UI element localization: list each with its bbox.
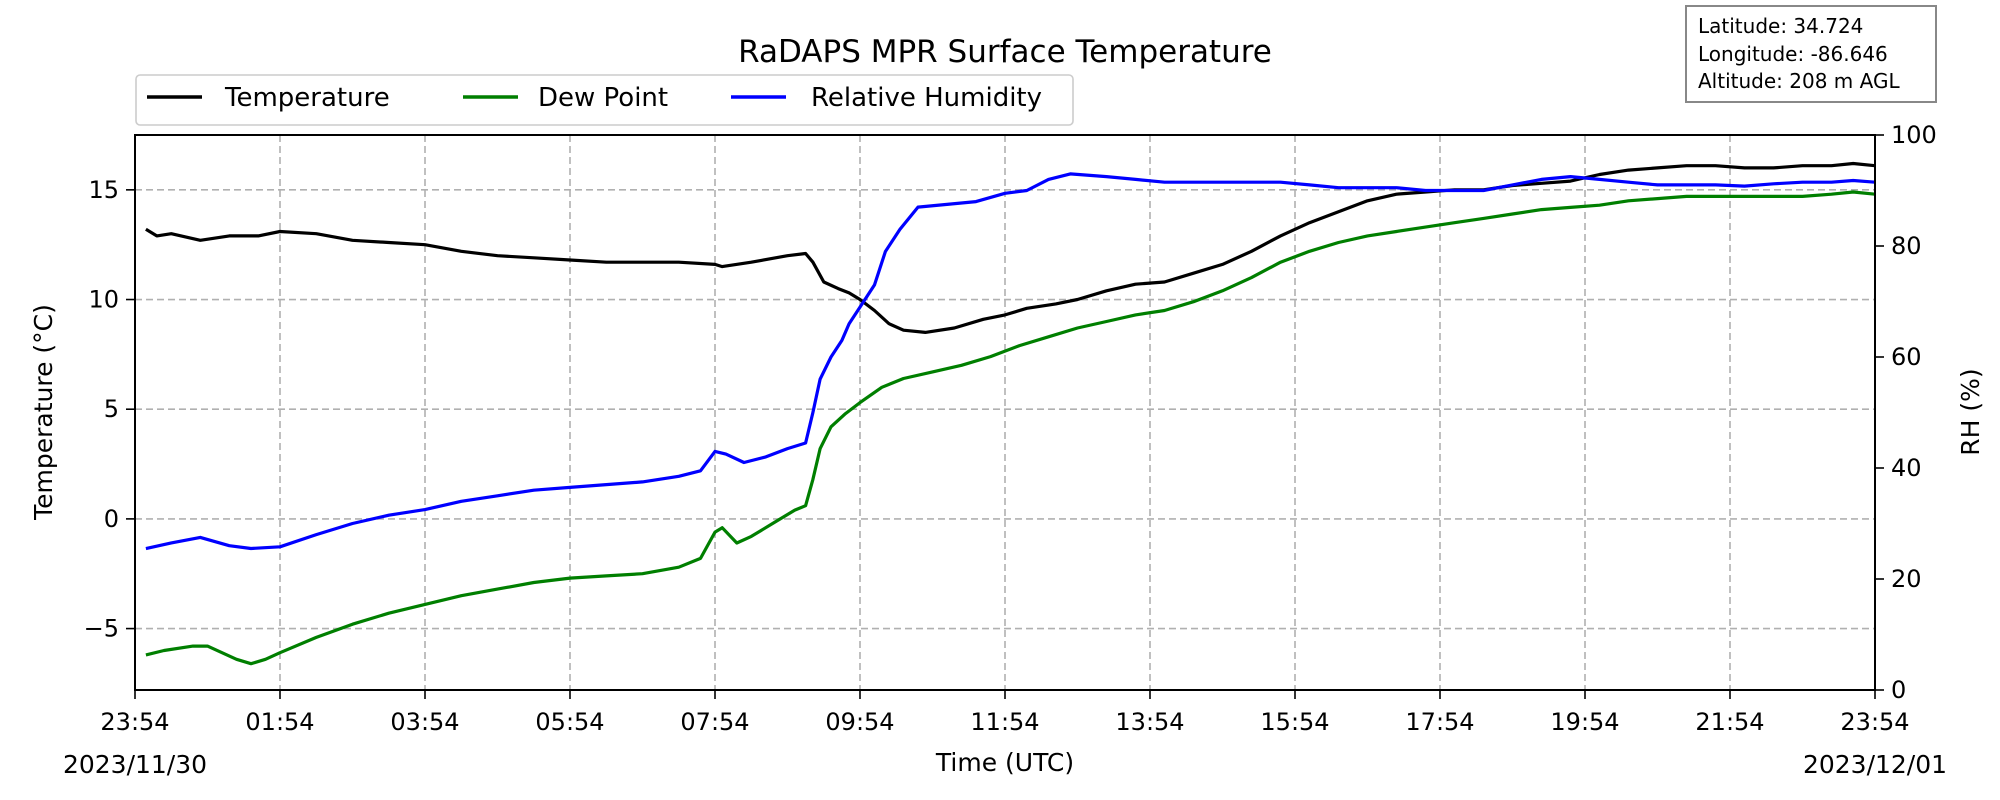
y-tick-label: 10 [88, 286, 119, 314]
legend-label-relative-humidity: Relative Humidity [811, 83, 1042, 113]
info-longitude: Longitude: -86.646 [1698, 42, 1888, 66]
y2-tick-label: 80 [1891, 232, 1922, 260]
series-line-temperature [145, 161, 1876, 334]
chart-title: RaDAPS MPR Surface Temperature [738, 34, 1272, 70]
x-date-start: 2023/11/30 [63, 750, 207, 779]
legend-frame [135, 74, 1074, 126]
x-tick-label: 17:54 [1405, 708, 1474, 736]
x-tick-label: 13:54 [1115, 708, 1184, 736]
x-tick-label: 01:54 [245, 708, 314, 736]
x-tick-label: 05:54 [535, 708, 604, 736]
y2-axis-label: RH (%) [1956, 368, 1985, 455]
x-tick-label: 09:54 [825, 708, 894, 736]
x-axis-label: Time (UTC) [935, 748, 1074, 777]
y-tick-label: 15 [88, 176, 119, 204]
x-tick-label: 07:54 [680, 708, 749, 736]
x-tick-label: 23:54 [1840, 708, 1909, 736]
info-altitude: Altitude: 208 m AGL [1698, 69, 1900, 93]
x-tick-label: 11:54 [970, 708, 1039, 736]
grid-lines [135, 135, 1875, 690]
series-line-dew-point [145, 190, 1876, 666]
x-tick-label: 03:54 [390, 708, 459, 736]
info-box-frame [1685, 5, 1937, 103]
x-date-end: 2023/12/01 [1803, 750, 1947, 779]
x-tick-label: 19:54 [1550, 708, 1619, 736]
info-latitude: Latitude: 34.724 [1698, 14, 1863, 38]
x-tick-label: 15:54 [1260, 708, 1329, 736]
y2-tick-label: 20 [1891, 565, 1922, 593]
y2-tick-label: 40 [1891, 454, 1922, 482]
y2-tick-label: 0 [1891, 676, 1906, 704]
series-lines [145, 161, 1876, 666]
y-tick-label: 0 [104, 505, 119, 533]
series-line-relative-humidity [145, 172, 1876, 551]
y-tick-label: 5 [104, 395, 119, 423]
info-box: Latitude: 34.724 Longitude: -86.646 Alti… [1685, 5, 1937, 103]
x-tick-label: 23:54 [100, 708, 169, 736]
x-tick-label: 21:54 [1695, 708, 1764, 736]
y-axis-label: Temperature (°C) [29, 304, 58, 521]
legend: Temperature Dew Point Relative Humidity [135, 74, 1074, 126]
legend-label-temperature: Temperature [224, 83, 390, 113]
y-tick-label: −5 [84, 615, 119, 643]
y2-tick-label: 60 [1891, 343, 1922, 371]
y2-tick-label: 100 [1891, 121, 1937, 149]
axis-ticks: 23:54 01:54 03:54 05:54 07:54 09:54 11:54 13:54… [84, 121, 1937, 736]
legend-label-dew-point: Dew Point [538, 83, 668, 113]
